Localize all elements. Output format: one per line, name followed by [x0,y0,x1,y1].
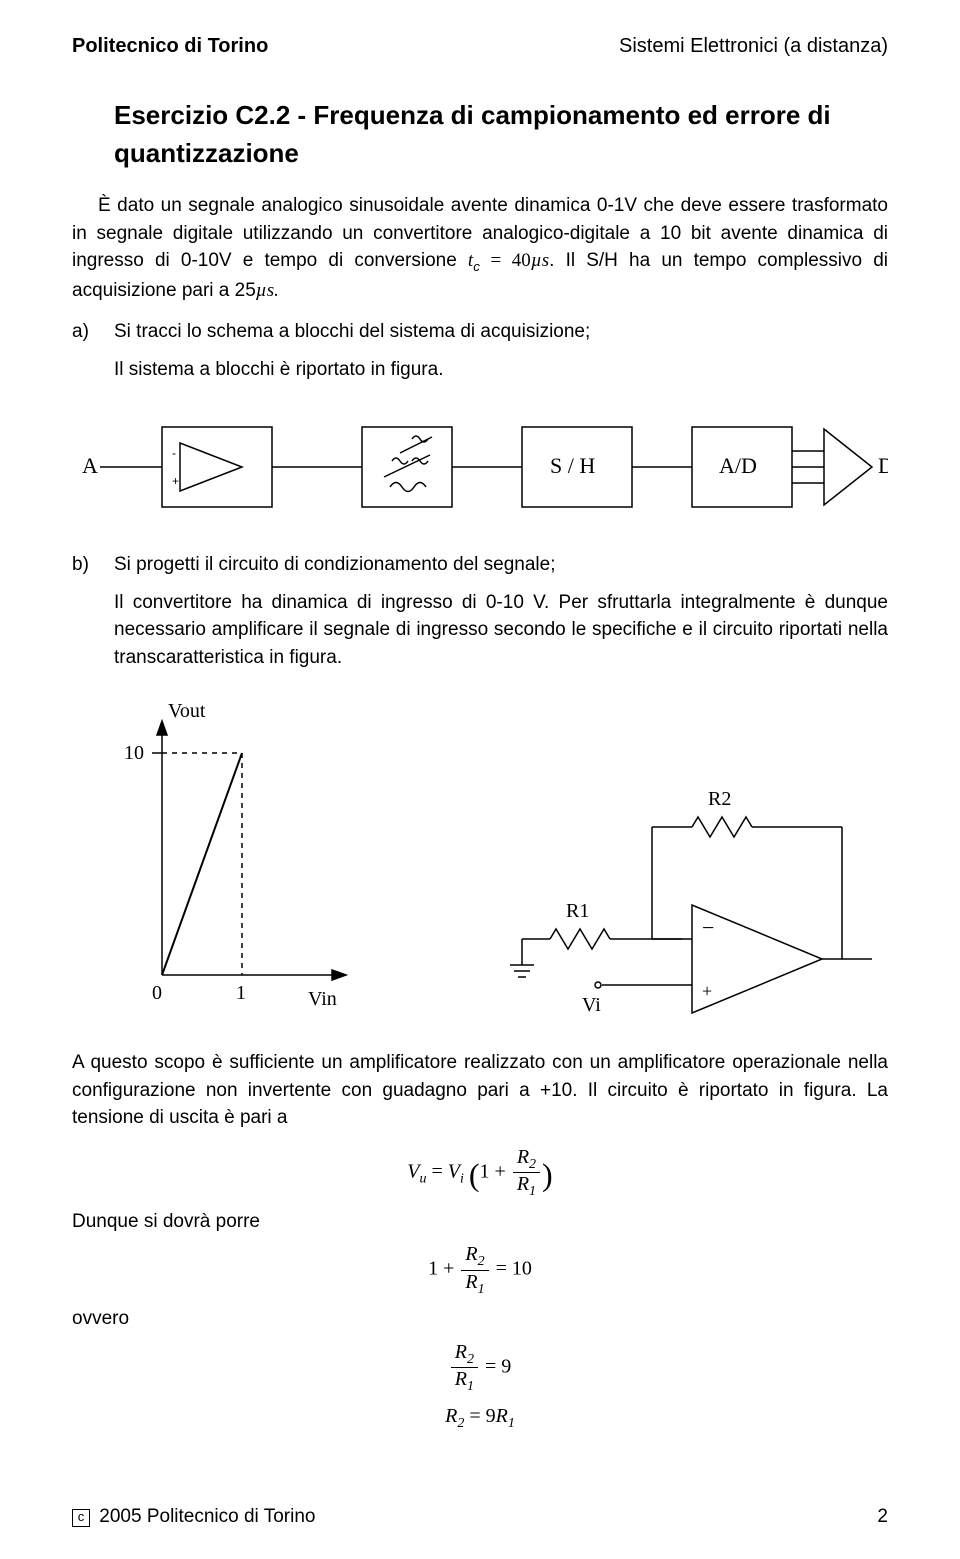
graph-ylabel: Vout [168,700,206,722]
item-b: b) Si progetti il circuito di condiziona… [72,551,888,579]
eq1-u: u [420,1171,427,1186]
eq1-one: 1 [529,1184,536,1199]
equation-vu: Vu = Vi (1 + R2 R1 ) [72,1146,888,1200]
equation-ratio-9: R2 R1 = 9 [72,1341,888,1395]
tc-equals: = 40 [480,250,531,271]
item-b-text: Si progetti il circuito di condizionamen… [114,551,888,579]
eq3-r2: R [455,1341,467,1363]
eq2-rhs: = 10 [496,1258,532,1280]
eq1-oneplus: 1 + [480,1160,511,1182]
block-d-label: D [878,453,888,478]
eq2-two: 2 [478,1254,485,1269]
eq1-vu: V [407,1160,419,1182]
amp-minus: - [172,446,176,460]
exercise-title: Esercizio C2.2 - Frequenza di campioname… [114,97,888,172]
amp-plus: + [172,474,179,488]
eq1-two: 2 [529,1157,536,1172]
eq1-r2: R [517,1146,529,1168]
graph-y10: 10 [124,742,144,764]
footer-copyright-text: 2005 Politecnico di Torino [99,1506,315,1527]
eq3-one: 1 [467,1379,474,1394]
equation-gain-10: 1 + R2 R1 = 10 [72,1243,888,1297]
item-a-caption: Il sistema a blocchi è riportato in figu… [114,356,888,384]
eq2-r2: R [465,1243,477,1265]
var-tc-sub: c [473,259,480,274]
eq1-vi: V [448,1160,460,1182]
block-diagram: A - + S / H A/D [72,407,888,527]
eq2-one: 1 [478,1282,485,1297]
eq4-rr: R [496,1405,508,1427]
graph-x1: 1 [236,982,246,1004]
r1-label: R1 [566,900,589,922]
footer-page-number: 2 [877,1503,888,1531]
dunque-label: Dunque si dovrà porre [72,1208,292,1236]
block-a-label: A [82,453,98,478]
footer-copyright: c 2005 Politecnico di Torino [72,1503,315,1531]
eq3-r1: R [455,1368,467,1390]
intro-paragraph: È dato un segnale analogico sinusoidale … [72,192,888,304]
vi-label: Vi [582,994,601,1016]
ovvero-label: ovvero [72,1305,292,1333]
item-a-text: Si tracci lo schema a blocchi del sistem… [114,318,888,346]
closing-paragraph: A questo scopo è sufficiente un amplific… [72,1049,888,1132]
header-institution: Politecnico di Torino [72,32,268,61]
eq2-r1: R [465,1271,477,1293]
eq2-oneplus: 1 + [428,1258,459,1280]
eq3-rhs: = 9 [485,1355,511,1377]
header-course: Sistemi Elettronici (a distanza) [619,32,888,61]
eq1-i: i [460,1171,464,1186]
equation-r2-9r1: R2 = 9R1 [72,1402,888,1434]
tc-unit: µs [531,250,549,271]
item-b-label: b) [72,551,114,579]
page-header: Politecnico di Torino Sistemi Elettronic… [72,32,888,61]
graph-xlabel: Vin [308,988,337,1010]
eq4-l2: 2 [457,1416,464,1431]
copyright-icon: c [72,1509,90,1527]
eq1-eq: = [432,1160,448,1182]
item-a: a) Si tracci lo schema a blocchi del sis… [72,318,888,346]
block-ad-label: A/D [719,453,757,478]
eq1-r1: R [517,1173,529,1195]
eq3-two: 2 [467,1352,474,1367]
block-sh-label: S / H [550,453,595,478]
eq4-eq: = 9 [469,1405,495,1427]
item-a-label: a) [72,318,114,346]
sh-unit: µs. [256,280,279,301]
r2-label: R2 [708,788,731,810]
eq4-r1: 1 [508,1416,515,1431]
transfer-and-circuit: Vout 10 0 1 Vin R1 [72,695,888,1025]
item-b-paragraph: Il convertitore ha dinamica di ingresso … [114,589,888,672]
graph-x0: 0 [152,982,162,1004]
opamp-plus: + [702,981,712,1001]
page-footer: c 2005 Politecnico di Torino 2 [72,1503,888,1531]
eq4-lr: R [445,1405,457,1427]
opamp-minus: − [702,915,714,940]
